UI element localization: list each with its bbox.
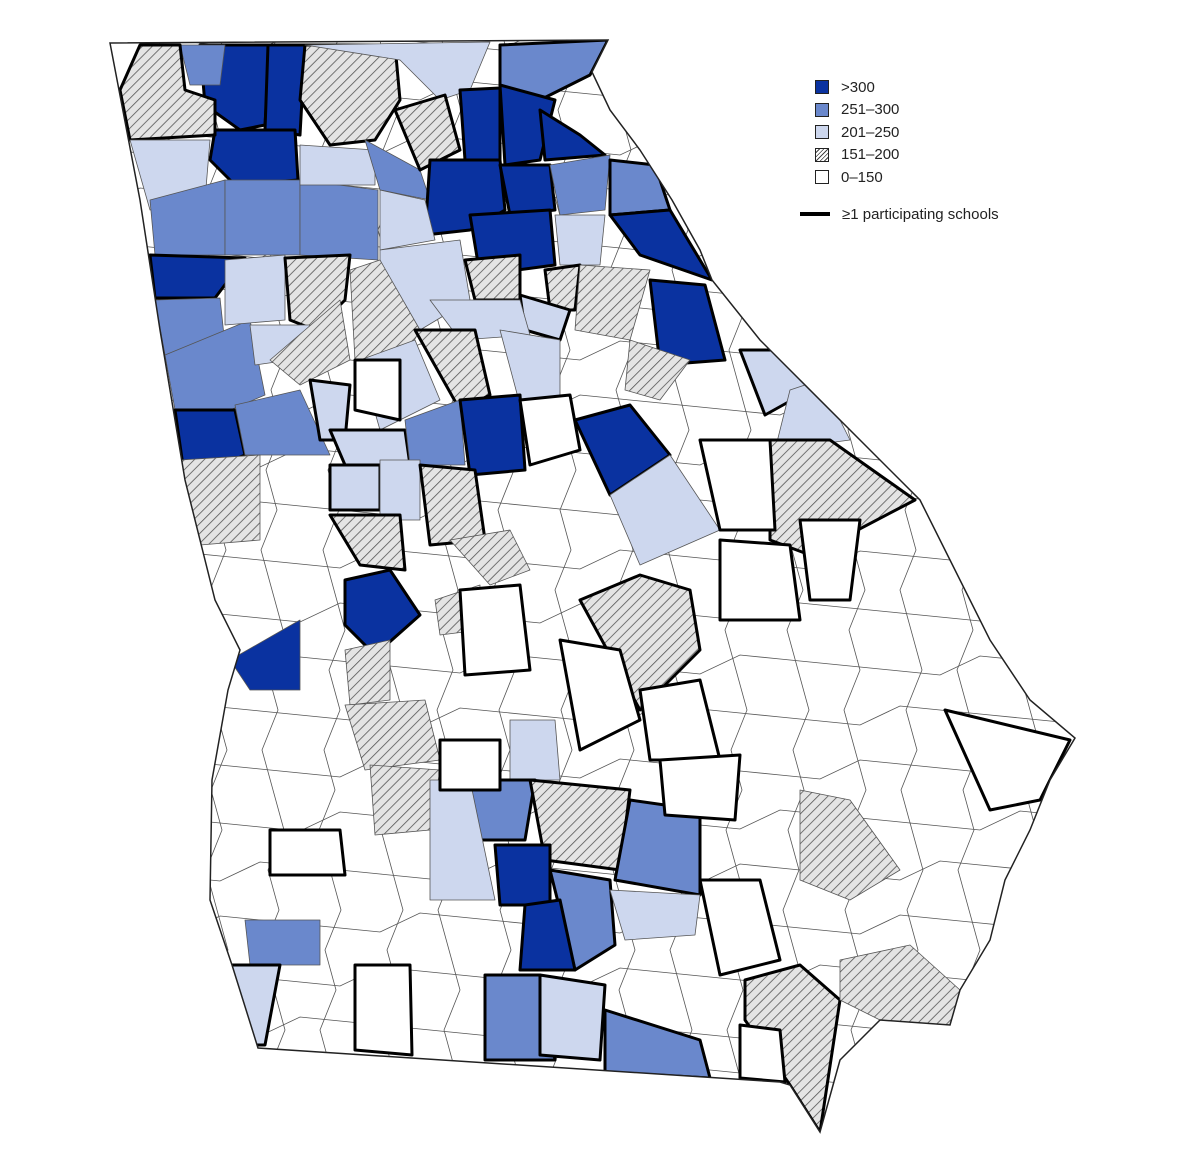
county <box>574 264 651 341</box>
legend-swatch <box>815 125 829 140</box>
county <box>499 329 561 406</box>
county-line <box>1072 40 1075 1111</box>
county <box>224 179 301 256</box>
county <box>229 619 301 691</box>
legend-item: >300 <box>815 76 999 99</box>
county-participating <box>208 128 300 187</box>
county-participating <box>543 263 582 312</box>
thick-line-swatch <box>800 212 830 216</box>
county <box>299 144 376 186</box>
legend-label: ≥1 participating schools <box>842 205 999 223</box>
county-participating <box>463 253 522 302</box>
county <box>509 719 561 781</box>
county-line <box>666 40 694 1111</box>
legend-item: 201–250 <box>815 121 999 144</box>
county-participating <box>298 43 402 147</box>
county-participating <box>228 963 282 1047</box>
county-participating <box>393 93 462 172</box>
county-participating <box>743 963 842 1132</box>
county <box>369 764 441 836</box>
county-participating <box>118 43 217 142</box>
legend-swatch <box>815 80 829 95</box>
legend-item: 0–150 <box>815 166 999 189</box>
county-participating <box>353 358 402 422</box>
county-participating <box>658 753 742 822</box>
county-participating <box>438 738 502 792</box>
county-participating <box>353 963 414 1057</box>
county <box>304 41 491 101</box>
county-participating <box>458 583 532 677</box>
county-participating <box>498 163 557 217</box>
county <box>244 919 321 966</box>
county <box>799 789 901 901</box>
county <box>404 399 466 466</box>
county-participating <box>268 828 347 877</box>
county <box>344 639 391 706</box>
county-participating <box>538 973 607 1062</box>
county <box>609 889 701 941</box>
county <box>344 699 441 771</box>
county-line <box>110 548 1061 572</box>
legend-label: 0–150 <box>841 168 883 186</box>
county-participating <box>418 463 487 547</box>
county-participating <box>328 463 382 512</box>
county-line <box>1014 40 1042 1111</box>
county-participating <box>718 538 802 622</box>
county <box>234 389 331 456</box>
county-participating <box>648 278 727 367</box>
legend-label: 151–200 <box>841 146 900 164</box>
county <box>269 299 351 386</box>
county-participating <box>603 1008 712 1080</box>
county <box>449 529 531 586</box>
county-participating <box>638 678 722 762</box>
county <box>299 179 379 261</box>
legend-label: 251–300 <box>841 101 900 119</box>
county-participating <box>263 43 307 137</box>
county <box>379 459 421 521</box>
county <box>224 254 286 326</box>
county-line <box>110 1068 1061 1092</box>
legend-label: 201–250 <box>841 123 900 141</box>
county-participating <box>943 708 1072 812</box>
county-participating <box>608 158 672 217</box>
legend: >300 251–300 201–250 151–200 0–150 ≥1 partic… <box>800 76 999 223</box>
county-participating <box>498 83 557 167</box>
legend-label: >300 <box>841 78 875 96</box>
legend-item: 251–300 <box>815 99 999 122</box>
county-participating <box>483 973 557 1062</box>
county-participating <box>328 513 407 572</box>
legend-item-participating: ≥1 participating schools <box>800 206 999 223</box>
legend-swatch <box>815 170 829 185</box>
county-participating <box>518 393 582 467</box>
county <box>549 154 611 216</box>
county-line <box>110 756 1061 780</box>
county <box>554 214 606 266</box>
county-participating <box>698 878 782 977</box>
county-participating <box>738 1023 787 1084</box>
county-participating <box>343 568 422 657</box>
county-participating <box>413 328 492 412</box>
county <box>179 44 226 86</box>
county-line <box>110 600 1061 624</box>
legend-swatch <box>815 147 829 162</box>
county <box>624 339 691 401</box>
legend-item: 151–200 <box>815 144 999 167</box>
county-participating <box>698 438 777 532</box>
legend-swatch <box>815 102 829 117</box>
county-line <box>110 860 1061 884</box>
county-line <box>110 40 114 1111</box>
county-line <box>110 1120 1061 1132</box>
county-participating <box>558 638 642 752</box>
county-participating <box>518 898 577 972</box>
state-outline <box>109 39 1076 1134</box>
county <box>179 454 261 546</box>
county-participating <box>538 108 607 162</box>
county <box>379 189 436 251</box>
county-participating <box>798 518 862 602</box>
county-participating <box>458 393 527 477</box>
county-participating <box>458 86 502 162</box>
county-participating <box>493 843 552 907</box>
